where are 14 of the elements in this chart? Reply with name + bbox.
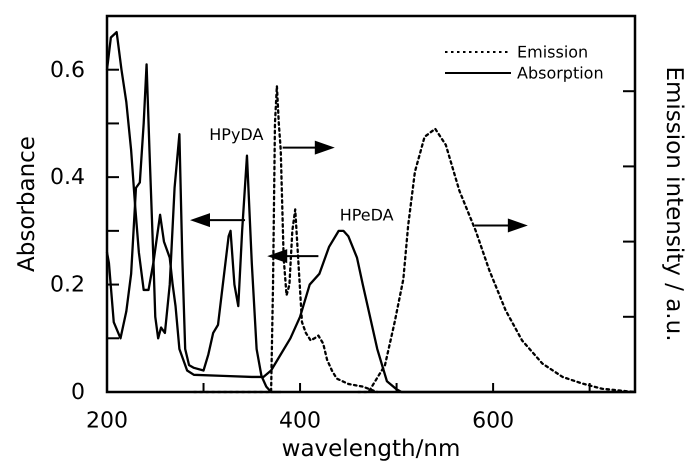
y-axis-title: Absorbance [14,136,40,272]
x-tick-label: 600 [472,408,514,434]
legend-label: Emission [517,42,588,62]
legend-label: Absorption [517,64,604,83]
y-tick-label: 0.6 [50,58,85,83]
y2-axis-title: Emission intensity / a.u. [661,66,687,342]
x-tick-label: 400 [279,408,322,434]
y-tick-label: 0.4 [50,165,85,190]
y-tick-label: 0 [71,380,85,406]
annotation: HPeDA [340,205,394,224]
x-axis-title: wavelength/nm [282,436,460,462]
y-tick-label: 0.2 [50,272,85,298]
annotation: HPyDA [209,124,264,144]
x-tick-label: 200 [86,408,128,434]
